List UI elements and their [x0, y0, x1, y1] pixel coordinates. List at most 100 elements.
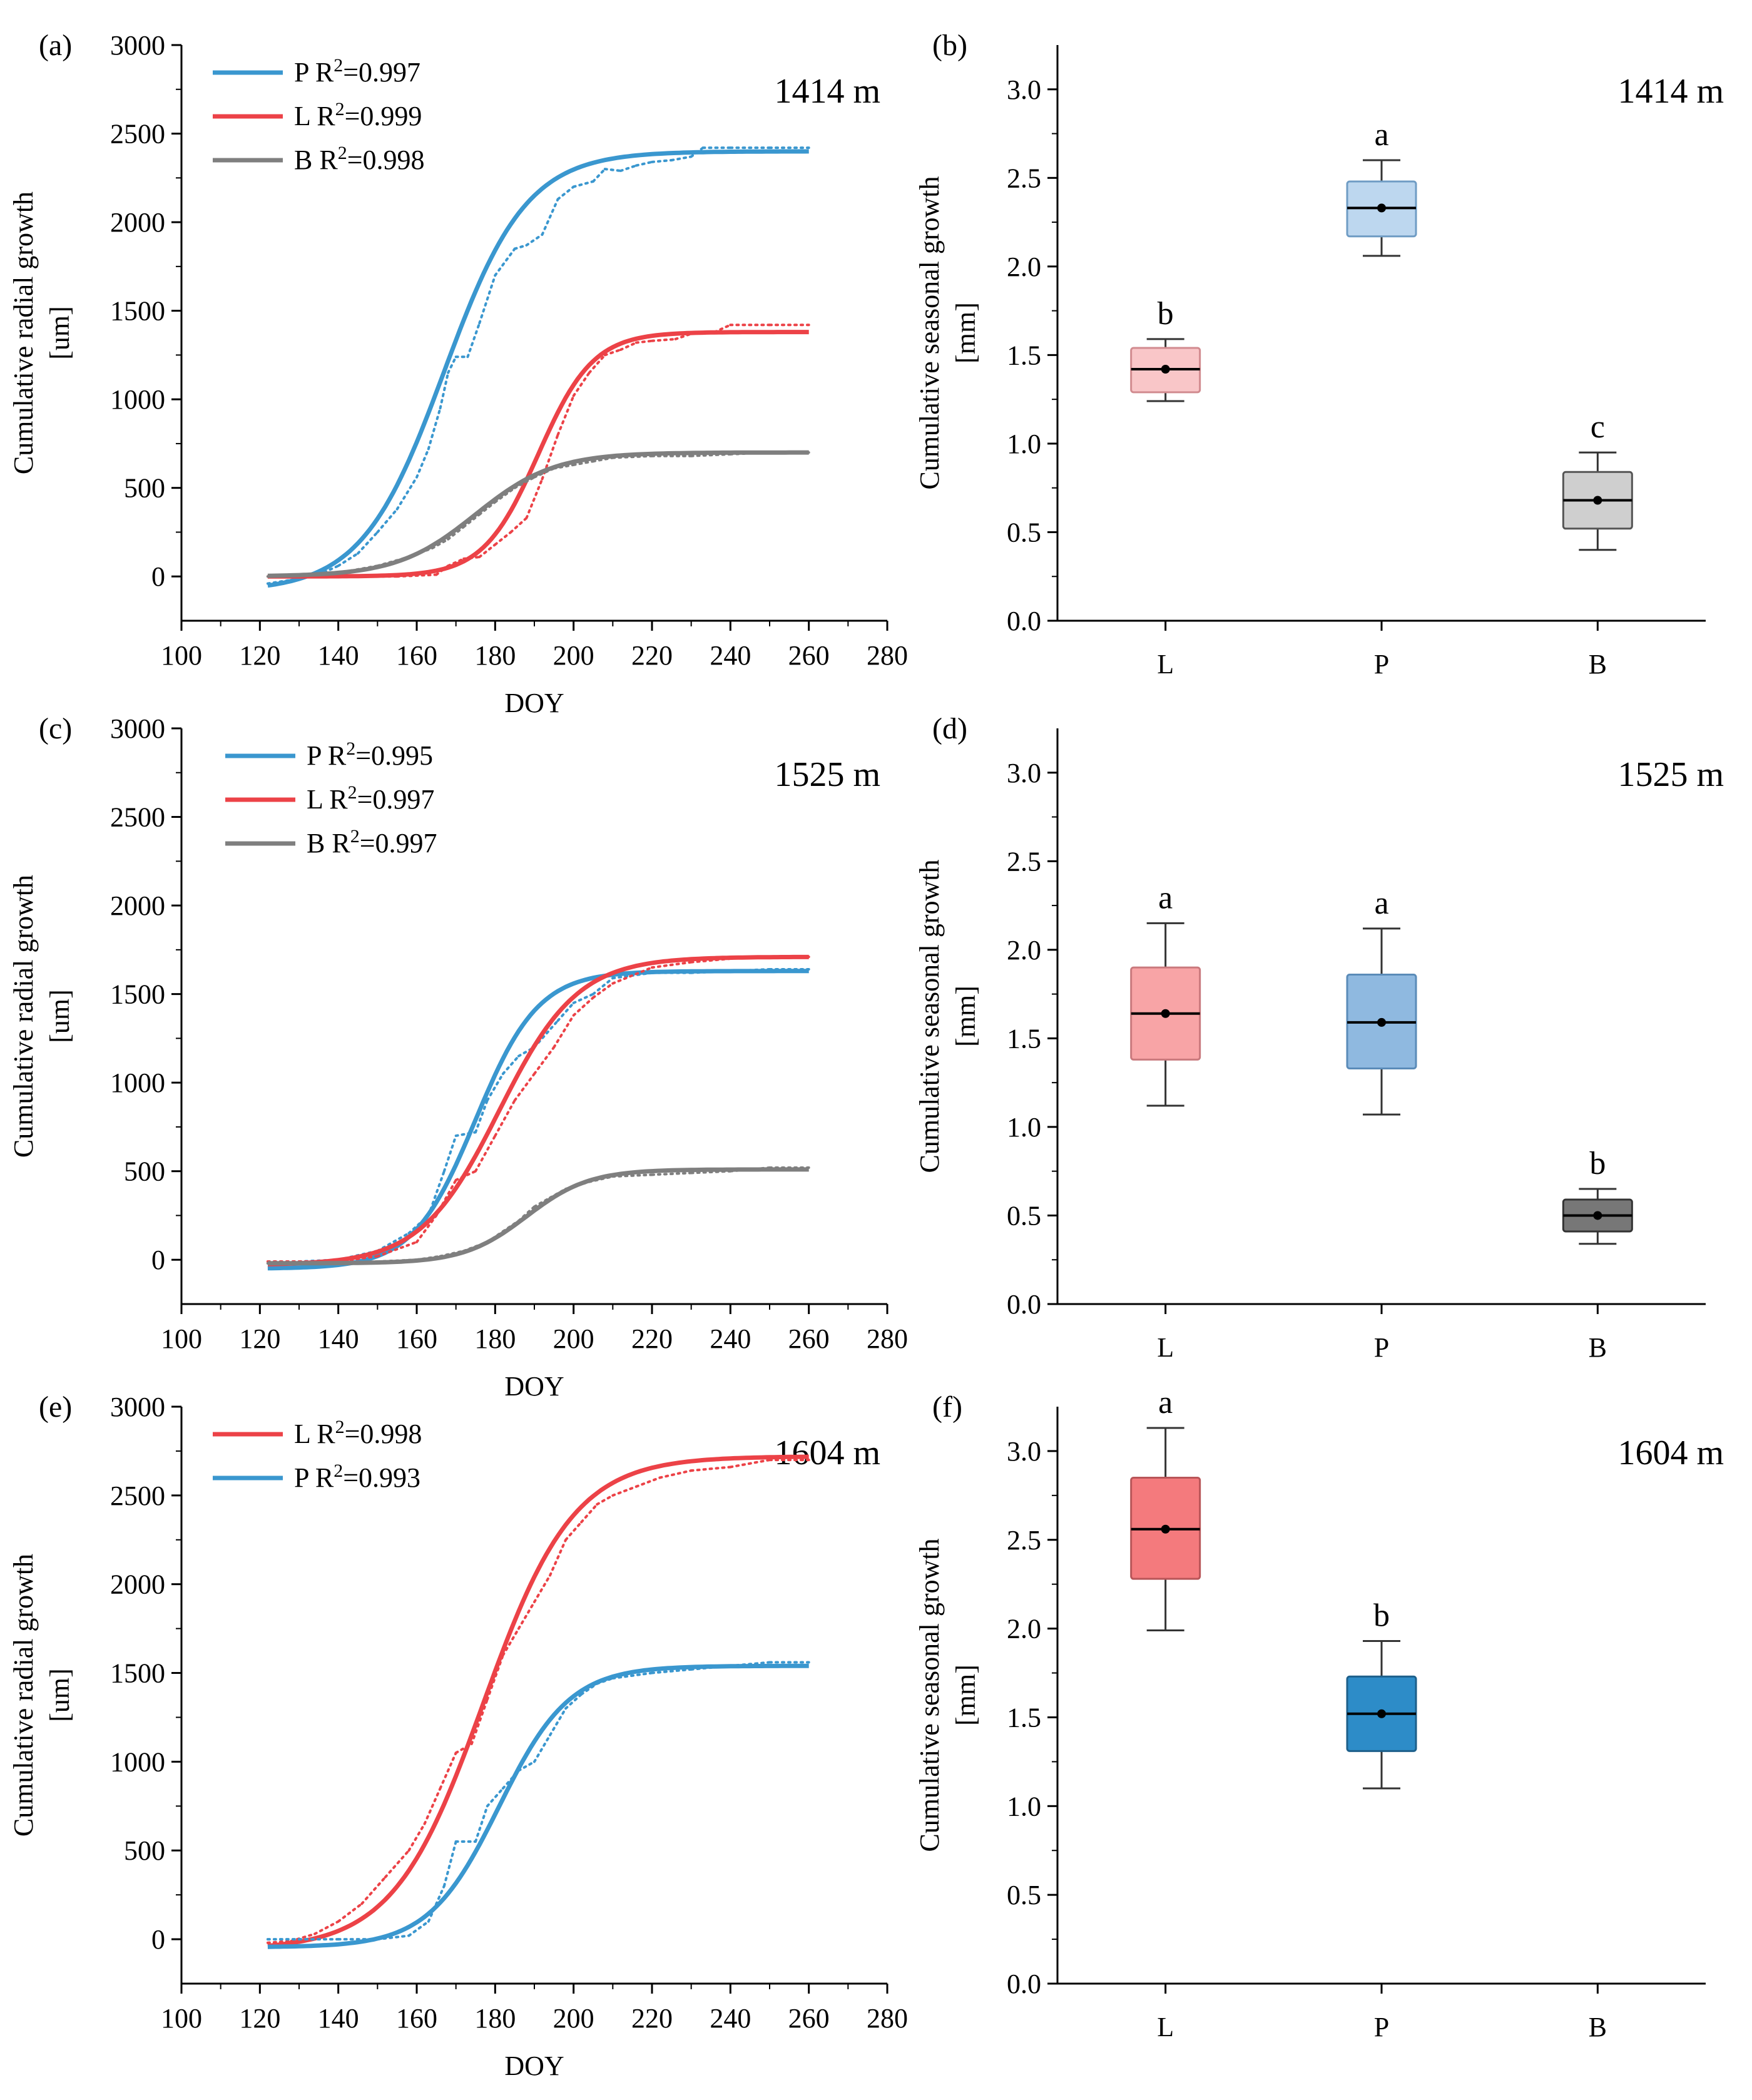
- x-axis-title: DOY: [504, 688, 564, 718]
- x-tick-label: 260: [788, 1323, 830, 1354]
- category-label: L: [1157, 2012, 1174, 2042]
- y-tick-label: 1500: [110, 296, 165, 327]
- observed-segment: [439, 371, 450, 410]
- observed-segment: [651, 1668, 693, 1674]
- y-tick-label: 3.0: [1007, 1436, 1041, 1467]
- fit-line-L: [267, 330, 809, 579]
- y-tick-label: 0.5: [1007, 1200, 1041, 1231]
- mean-dot: [1161, 1009, 1170, 1018]
- panel-label: (b): [932, 29, 967, 62]
- observed-segment: [501, 1627, 520, 1657]
- observed-segment: [357, 531, 379, 555]
- x-tick-label: 160: [396, 640, 437, 671]
- observed-segment: [634, 160, 653, 167]
- observed-segment: [486, 1073, 504, 1102]
- y-tick-label: 1.0: [1007, 1791, 1041, 1822]
- x-tick-label: 200: [553, 640, 594, 671]
- observed-segment: [501, 1054, 520, 1075]
- y-axis-title: Cumulative seasonal growth [mm]: [914, 859, 981, 1173]
- panel-c: (c) 1525 m Cumulative radial growth [um] 0 50…: [8, 712, 908, 1402]
- y-tick-label: 2000: [110, 207, 165, 238]
- y-tick-label: 1500: [110, 1658, 165, 1689]
- altitude-label: 1604 m: [1617, 1434, 1724, 1472]
- observed-segment: [658, 1469, 693, 1479]
- observed-segment: [407, 1920, 430, 1937]
- x-tick-label: 120: [239, 640, 280, 671]
- x-tick-label: 220: [631, 640, 673, 671]
- panel-label: (d): [932, 712, 967, 745]
- observed-segment: [729, 1459, 771, 1469]
- y-tick-label: 2000: [110, 890, 165, 921]
- x-tick-label: 200: [553, 1323, 594, 1354]
- observed-segment: [556, 394, 575, 436]
- observed-segment: [317, 564, 340, 576]
- observed-segment: [611, 1671, 653, 1680]
- legend-label: B R2=0.998: [294, 143, 425, 175]
- y-axis-title: Cumulative seasonal growth [mm]: [914, 1538, 981, 1852]
- category-label: L: [1157, 1332, 1174, 1363]
- x-tick-label: 140: [318, 2003, 359, 2034]
- y-tick-label: 0: [151, 1924, 165, 1955]
- altitude-label: 1604 m: [774, 1434, 880, 1472]
- observed-segment: [634, 339, 653, 344]
- observed-segment: [580, 1503, 599, 1524]
- altitude-label: 1414 m: [774, 72, 880, 111]
- y-tick-label: 1.5: [1007, 1023, 1041, 1054]
- observed-segment: [442, 1840, 457, 1887]
- observed-segment: [266, 1939, 293, 1944]
- observed-segment: [486, 1787, 504, 1808]
- observed-segment: [690, 1465, 732, 1472]
- x-tick-label: 100: [161, 2003, 202, 2034]
- legend-label: P R2=0.993: [294, 1460, 420, 1493]
- series-L: [266, 954, 810, 1267]
- significance-letter: c: [1591, 409, 1605, 445]
- y-tick-label: 2.5: [1007, 846, 1041, 877]
- observed-segment: [533, 1574, 552, 1604]
- y-tick-label: 2500: [110, 802, 165, 833]
- observed-segment: [442, 1134, 457, 1173]
- x-tick-label: 280: [867, 640, 908, 671]
- observed-segment: [474, 1099, 489, 1134]
- observed-segment: [619, 341, 638, 351]
- y-tick-label: 1000: [110, 1746, 165, 1777]
- category-label: P: [1374, 649, 1389, 680]
- observed-segment: [564, 1693, 583, 1710]
- significance-letter: b: [1158, 296, 1174, 332]
- panel-label: (e): [39, 1390, 72, 1424]
- y-tick-label: 2.0: [1007, 935, 1041, 966]
- x-tick-label: 140: [318, 1323, 359, 1354]
- observed-segment: [572, 992, 594, 1004]
- y-axis-title: Cumulative radial growth [um]: [8, 191, 75, 474]
- observed-segment: [509, 516, 528, 534]
- x-tick-label: 140: [318, 640, 359, 671]
- observed-segment: [611, 966, 653, 985]
- mean-dot: [1377, 1017, 1386, 1027]
- x-tick-label: 100: [161, 1323, 202, 1354]
- y-axis-title: Cumulative radial growth [um]: [8, 1554, 75, 1837]
- observed-segment: [553, 1014, 575, 1049]
- observed-segment: [337, 552, 359, 568]
- observed-segment: [556, 185, 575, 201]
- observed-segment: [447, 355, 457, 374]
- x-tick-label: 200: [553, 2003, 594, 2034]
- y-tick-label: 1500: [110, 979, 165, 1010]
- category-label: P: [1374, 2012, 1389, 2042]
- x-axis-title: DOY: [504, 1371, 564, 1402]
- observed-segment: [431, 538, 450, 549]
- x-tick-label: 260: [788, 2003, 830, 2034]
- x-tick-label: 220: [631, 1323, 673, 1354]
- box-B: b: [1562, 1146, 1633, 1245]
- observed-segment: [313, 1920, 340, 1935]
- fit-line-L: [267, 954, 809, 1267]
- observed-segment: [407, 1822, 426, 1852]
- observed-segment: [603, 348, 622, 357]
- observed-segment: [592, 168, 606, 183]
- observed-segment: [533, 1733, 552, 1763]
- y-tick-label: 1.0: [1007, 429, 1041, 459]
- observed-segment: [427, 407, 442, 451]
- y-tick-label: 3000: [110, 713, 165, 744]
- observed-segment: [337, 1902, 364, 1923]
- fit-line-B: [267, 1167, 809, 1266]
- box-P: a: [1346, 117, 1417, 257]
- x-axis-title: DOY: [504, 2051, 564, 2081]
